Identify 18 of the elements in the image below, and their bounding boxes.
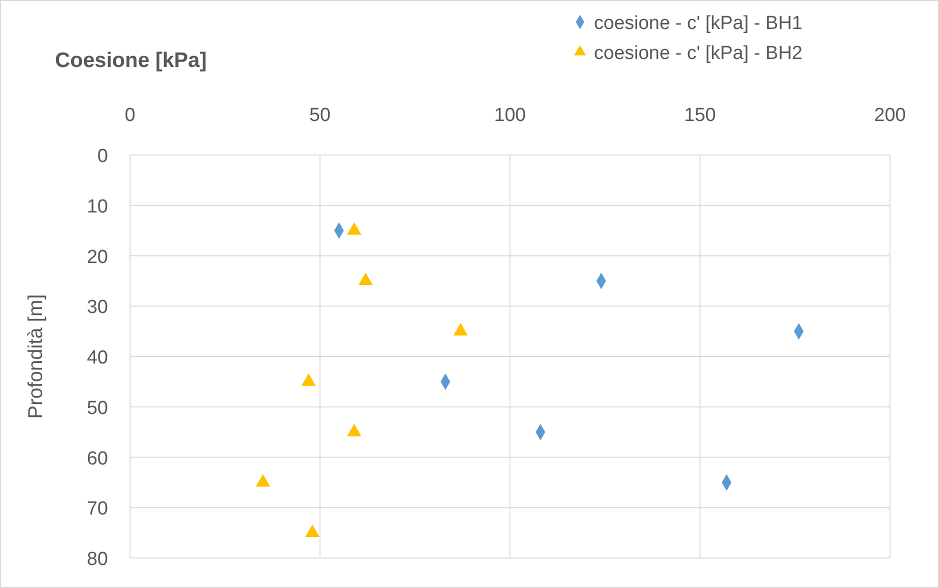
x-tick-label: 200 xyxy=(874,105,906,126)
y-tick-label: 40 xyxy=(86,348,108,368)
y-axis-title: Profondità [m] xyxy=(25,294,47,419)
y-tick-label: 70 xyxy=(86,498,108,520)
x-tick-label: 100 xyxy=(494,105,526,126)
chart-title: Coesione [kPa] xyxy=(55,49,207,72)
legend-label: coesione - c' [kPa] - BH2 xyxy=(594,43,802,64)
y-tick-label: 10 xyxy=(86,196,108,218)
y-tick-label: 50 xyxy=(86,398,108,419)
y-tick-label: 30 xyxy=(86,297,108,318)
x-tick-label: 50 xyxy=(309,105,331,126)
legend-label: coesione - c' [kPa] - BH1 xyxy=(594,13,802,34)
x-tick-label: 0 xyxy=(124,105,136,126)
x-tick-label: 150 xyxy=(684,105,716,126)
y-tick-label: 60 xyxy=(86,448,108,470)
y-tick-label: 0 xyxy=(97,146,108,167)
y-tick-label: 80 xyxy=(86,549,108,570)
y-tick-label: 20 xyxy=(86,246,108,268)
